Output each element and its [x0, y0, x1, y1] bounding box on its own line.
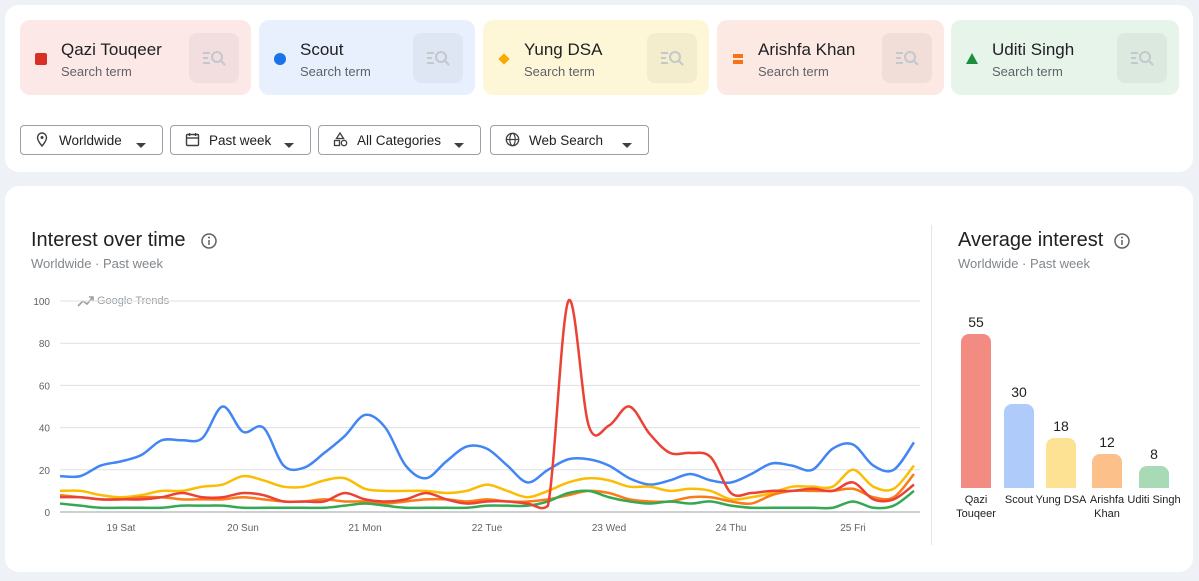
search-icon — [203, 51, 226, 66]
y-tick-label: 100 — [33, 297, 50, 308]
search-button[interactable] — [882, 33, 932, 83]
filter-icon — [505, 132, 520, 147]
x-tick-label: 19 Sat — [107, 523, 136, 534]
filter-dropdown[interactable]: Web Search — [490, 125, 649, 155]
divider — [931, 225, 932, 545]
x-tick-label: 20 Sun — [227, 523, 259, 534]
filter-dropdown[interactable]: Worldwide — [20, 125, 163, 155]
term-card[interactable]: Arishfa Khan Search term — [717, 20, 944, 95]
term-card[interactable]: Qazi Touqeer Search term — [20, 20, 251, 95]
term-name: Scout — [300, 40, 344, 59]
term-type: Search term — [524, 64, 595, 79]
bar-value-label: 55 — [968, 314, 984, 330]
y-tick-label: 0 — [44, 508, 50, 519]
bar-value-label: 12 — [1099, 434, 1115, 451]
bar — [961, 334, 991, 488]
bar-category-label: Yung DSA — [1035, 494, 1087, 506]
bar-category-label: Arishfa Khan — [1089, 494, 1125, 520]
filter-icon — [36, 132, 48, 148]
bar-title: Average interest — [958, 229, 1104, 251]
bar-value-label: 8 — [1150, 445, 1158, 462]
marker-shape — [274, 53, 286, 65]
term-name: Yung DSA — [524, 40, 603, 59]
bar — [1004, 404, 1034, 488]
bar-category-label: Scout — [1004, 494, 1034, 506]
term-marker — [274, 53, 286, 65]
filter-icon — [333, 131, 348, 147]
term-name: Qazi Touqeer — [61, 40, 162, 59]
filter-icon — [185, 133, 200, 147]
y-tick-label: 80 — [39, 339, 51, 350]
filter-dropdown[interactable]: Past week — [170, 125, 311, 155]
term-card[interactable]: Yung DSA Search term — [483, 20, 709, 95]
bar-value-label: 18 — [1053, 417, 1069, 434]
marker-shape — [498, 53, 510, 65]
info-icon[interactable] — [200, 232, 218, 250]
filter-label: Worldwide — [59, 133, 122, 148]
filter-label: Past week — [209, 133, 272, 148]
marker-shape — [35, 53, 47, 65]
marker-shape — [966, 53, 978, 64]
term-name: Uditi Singh — [992, 40, 1075, 59]
filter-dropdown[interactable]: All Categories — [318, 125, 481, 155]
term-marker — [35, 53, 47, 65]
filter-label: All Categories — [357, 133, 442, 148]
x-tick-label: 21 Mon — [348, 523, 381, 534]
x-tick-label: 22 Tue — [472, 523, 503, 534]
bar — [1046, 437, 1076, 488]
line-series — [59, 473, 915, 506]
term-marker — [733, 54, 743, 64]
term-type: Search term — [61, 64, 132, 79]
line-series — [59, 405, 916, 486]
caret — [136, 143, 146, 148]
bar — [1092, 454, 1122, 488]
line-subtitle: Worldwide · Past week — [31, 256, 163, 271]
bar-category-label: Uditi Singh — [1127, 494, 1181, 506]
term-marker — [966, 53, 978, 64]
filter-label: Web Search — [529, 133, 604, 148]
search-button[interactable] — [1117, 33, 1167, 83]
bar — [1139, 465, 1169, 488]
charts-panel — [5, 186, 1193, 572]
x-tick-label: 24 Thu — [716, 523, 747, 534]
term-type: Search term — [300, 64, 371, 79]
search-button[interactable] — [647, 33, 697, 83]
search-button[interactable] — [413, 33, 463, 83]
caret — [284, 143, 294, 148]
term-type: Search term — [758, 64, 829, 79]
y-tick-label: 20 — [39, 466, 51, 477]
search-icon — [427, 51, 450, 66]
x-tick-label: 23 Wed — [592, 523, 626, 534]
term-card[interactable]: Scout Search term — [259, 20, 475, 95]
caret — [622, 143, 632, 148]
y-tick-label: 40 — [39, 424, 51, 435]
bar-value-label: 30 — [1011, 384, 1027, 400]
search-icon — [661, 51, 684, 66]
info-icon[interactable] — [1113, 232, 1131, 250]
search-icon — [896, 51, 919, 66]
term-type: Search term — [992, 64, 1063, 79]
y-tick-label: 60 — [39, 381, 51, 392]
term-marker — [498, 53, 510, 65]
line-title: Interest over time — [31, 229, 186, 251]
line-series — [59, 489, 915, 510]
marker-shape — [733, 54, 743, 64]
line-series — [59, 298, 915, 510]
bar-category-label: Qazi Touqeer — [956, 494, 996, 520]
caret — [454, 143, 464, 148]
term-card[interactable]: Uditi Singh Search term — [951, 20, 1179, 95]
search-button[interactable] — [189, 33, 239, 83]
bar-subtitle: Worldwide · Past week — [958, 256, 1090, 271]
term-name: Arishfa Khan — [758, 40, 856, 59]
line-series — [59, 464, 915, 501]
search-icon — [1131, 51, 1154, 66]
x-tick-label: 25 Fri — [840, 523, 866, 534]
